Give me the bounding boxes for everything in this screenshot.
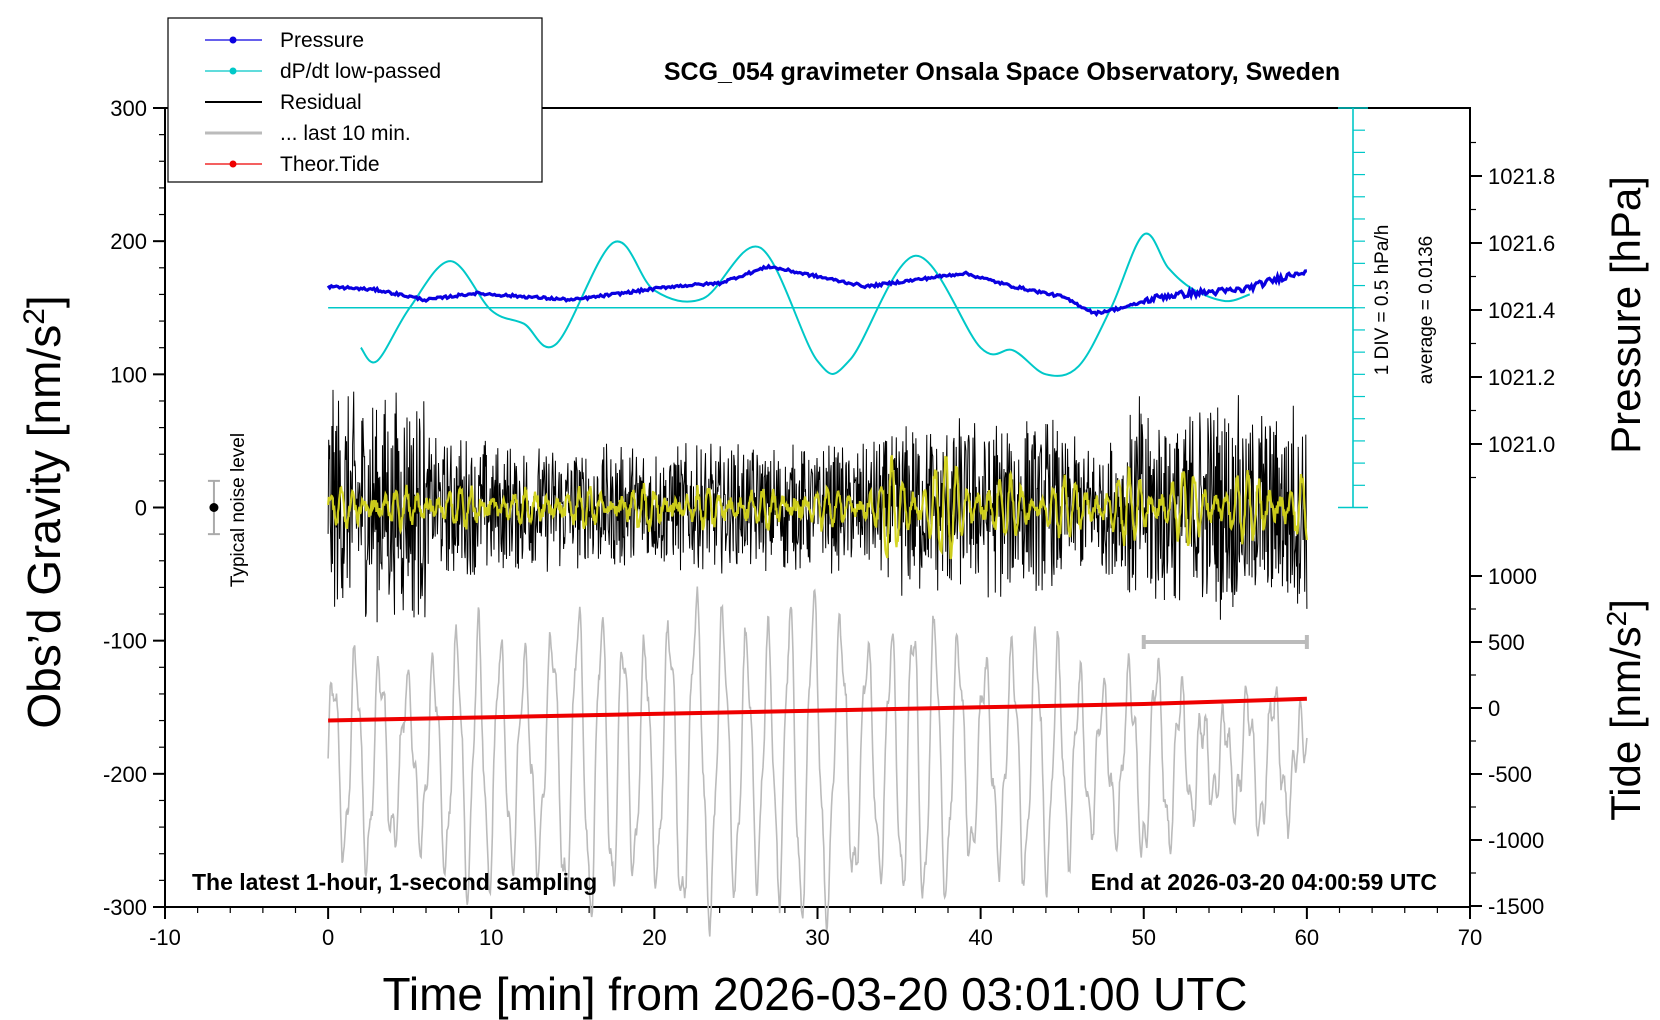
x-tick-label: 10 — [479, 925, 503, 950]
y-pressure-tick-label: 1021.4 — [1488, 298, 1555, 323]
y-axis-title-pressure: Pressure [hPa] — [1602, 176, 1649, 454]
y-pressure-tick-label: 1021.8 — [1488, 164, 1555, 189]
highlight-line — [327, 454, 1308, 560]
y-left-tick-label: 0 — [135, 496, 147, 521]
y-pressure-tick-label: 1021.2 — [1488, 365, 1555, 390]
x-tick-label: 50 — [1132, 925, 1156, 950]
pressure-series — [326, 263, 1307, 318]
x-tick-label: 60 — [1295, 925, 1319, 950]
y-left-tick-label: 300 — [110, 96, 147, 121]
legend-swatch-dot — [229, 160, 237, 168]
chart-title: SCG_054 gravimeter Onsala Space Observat… — [664, 58, 1340, 86]
legend-box — [167, 17, 543, 183]
x-axis-title: Time [min] from 2026-03-20 03:01:00 UTC — [383, 968, 1248, 1020]
last-10-min-series — [327, 586, 1308, 937]
theor-tide-series — [328, 696, 1307, 723]
legend-label: Pressure — [280, 29, 364, 52]
pressure-scale-bar — [1338, 107, 1368, 509]
axis-ticks: -10 0 10 20 30 40 50 60 703002001000-100-200-300… — [103, 96, 1555, 950]
legend: Pressure dP/dt low-passed Residual ... last… — [167, 17, 543, 183]
residual-series — [327, 389, 1308, 623]
y-axis-title-tide: Tide [nm/s2] — [1601, 599, 1649, 821]
x-tick-label: 40 — [968, 925, 992, 950]
legend-label: ... last 10 min. — [280, 122, 411, 145]
x-tick-label: 70 — [1458, 925, 1482, 950]
x-tick-label: 20 — [642, 925, 666, 950]
legend-label: Theor.Tide — [280, 153, 380, 176]
x-tick-label: -10 — [149, 925, 181, 950]
y-left-tick-label: -100 — [103, 629, 147, 654]
y-left-tick-label: -200 — [103, 762, 147, 787]
tide-line — [328, 696, 1307, 723]
y-tide-tick-label: 500 — [1488, 630, 1525, 655]
noise-level-label: Typical noise level — [228, 433, 249, 587]
noise-dot — [209, 503, 219, 512]
y-tide-tick-label: -1000 — [1488, 828, 1544, 853]
y-left-tick-label: 100 — [110, 362, 147, 387]
y-tide-tick-label: 0 — [1488, 696, 1500, 721]
scale-avg-label: average = 0.0136 — [1416, 236, 1437, 384]
legend-label: Residual — [280, 91, 362, 114]
chart-extras — [207, 479, 1309, 649]
dpdt-series — [328, 232, 1356, 377]
dpdt-line — [360, 232, 1251, 377]
pressure-line — [326, 263, 1307, 318]
y-tide-tick-label: -500 — [1488, 762, 1532, 787]
scale-div-label: 1 DIV = 0.5 hPa/h — [1372, 225, 1393, 376]
legend-swatch-dot — [229, 36, 237, 44]
y-tide-tick-label: 1000 — [1488, 564, 1537, 589]
legend-label: dP/dt low-passed — [280, 60, 441, 83]
y-left-tick-label: -300 — [103, 895, 147, 920]
residual-line — [327, 389, 1308, 623]
y-tide-tick-label: -1500 — [1488, 894, 1544, 919]
y-pressure-tick-label: 1021.0 — [1488, 432, 1555, 457]
footer-left-label: The latest 1-hour, 1-second sampling — [192, 869, 597, 895]
legend-swatch-dot — [229, 67, 237, 75]
last-10-min-line — [327, 586, 1308, 937]
residual-highlight-series — [327, 454, 1308, 560]
x-tick-label: 0 — [322, 925, 334, 950]
footer-right-label: End at 2026-03-20 04:00:59 UTC — [1091, 869, 1437, 895]
x-tick-label: 30 — [805, 925, 829, 950]
y-pressure-tick-label: 1021.6 — [1488, 231, 1555, 256]
y-left-tick-label: 200 — [110, 229, 147, 254]
y-axis-title-left: Obs’d Gravity [nm/s2] — [18, 295, 70, 728]
